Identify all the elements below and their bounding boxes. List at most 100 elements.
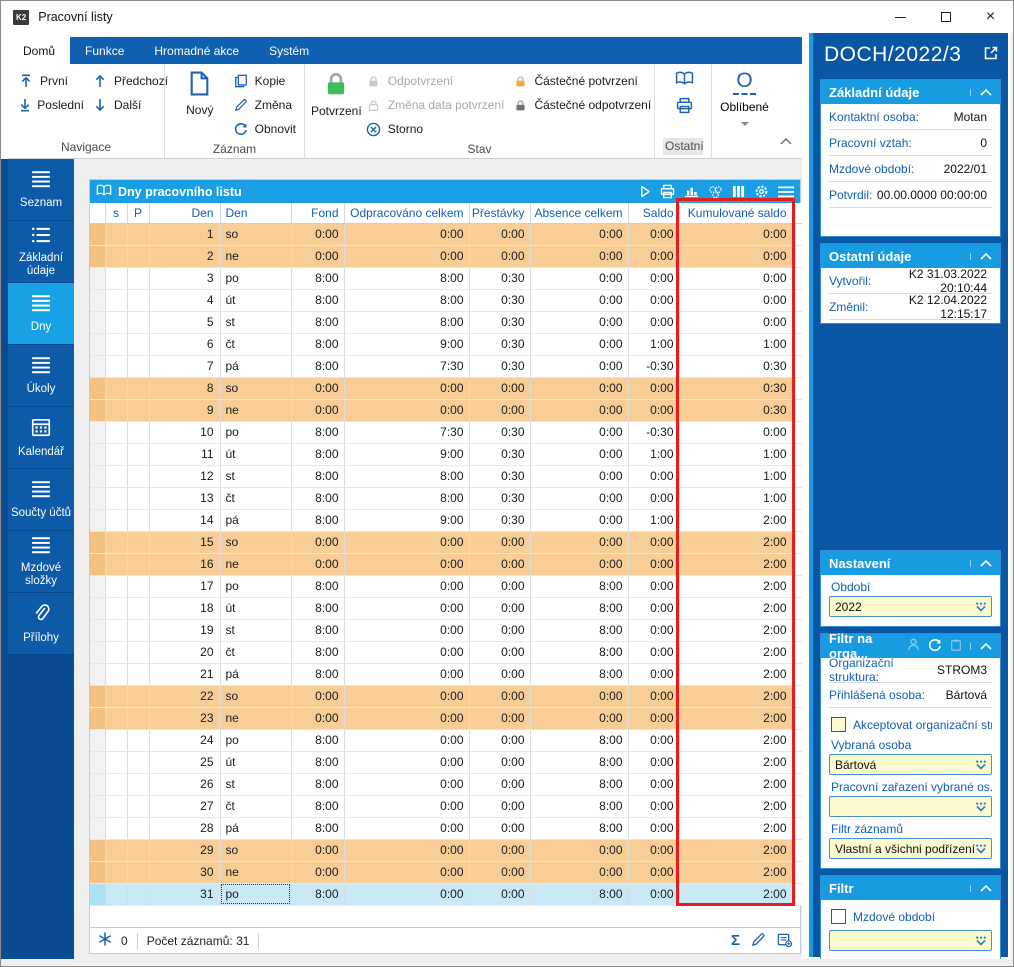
cell-kumulovane[interactable]: 2:00 [679, 795, 793, 818]
cell-marker[interactable] [90, 443, 106, 466]
sidebar-item-soucty-uctu[interactable]: Součty účtů [8, 469, 74, 531]
tab-system[interactable]: Systém [269, 43, 310, 58]
cell-day[interactable]: so [220, 531, 292, 554]
cell-s[interactable] [105, 773, 128, 796]
print-icon[interactable] [660, 184, 675, 199]
cell-day[interactable]: út [220, 597, 292, 620]
cell-p[interactable] [127, 267, 150, 290]
filtr-combobox[interactable] [829, 930, 992, 951]
cell-saldo[interactable]: 0:00 [628, 575, 680, 598]
cell-p[interactable] [127, 355, 150, 378]
section-header-zakladni-udaje[interactable]: Základní údaje [821, 80, 1000, 104]
cell-fond[interactable]: 8:00 [291, 575, 345, 598]
sidebar-item-mzdove-slozky[interactable]: Mzdové složky [8, 531, 74, 593]
cell-odpracovano[interactable]: 0:00 [344, 839, 470, 862]
cell-kumulovane[interactable]: 2:00 [679, 685, 793, 708]
cell-fond[interactable]: 8:00 [291, 883, 345, 906]
cell-saldo[interactable]: 0:00 [628, 685, 680, 708]
cell-den[interactable]: 30 [149, 861, 221, 884]
cell-absence[interactable]: 8:00 [530, 663, 629, 686]
previous-button[interactable]: Předchozí [88, 69, 172, 93]
cell-saldo[interactable]: 0:00 [628, 663, 680, 686]
cell-saldo[interactable]: 0:00 [628, 597, 680, 620]
cell-prestavky[interactable]: 0:00 [469, 597, 531, 620]
cell-absence[interactable]: 0:00 [530, 707, 629, 730]
cell-s[interactable] [105, 399, 128, 422]
mzdove-obdobi-checkbox[interactable] [831, 909, 846, 924]
cell-den[interactable]: 28 [149, 817, 221, 840]
table-row[interactable]: 9 ne 0:00 0:00 0:00 0:00 0:00 0:30 [90, 399, 802, 422]
cell-s[interactable] [105, 487, 128, 510]
pracovni-zarazeni-combobox[interactable] [829, 796, 992, 817]
cell-fond[interactable]: 8:00 [291, 509, 345, 532]
column-header-saldo-9[interactable]: Saldo [628, 203, 680, 224]
cell-absence[interactable]: 0:00 [530, 465, 629, 488]
table-row[interactable]: 15 so 0:00 0:00 0:00 0:00 0:00 2:00 [90, 531, 802, 554]
cell-saldo[interactable]: 0:00 [628, 267, 680, 290]
cell-kumulovane[interactable]: 1:00 [679, 333, 793, 356]
cell-p[interactable] [127, 597, 150, 620]
akceptovat-checkbox-row[interactable]: Akceptovat organizační str... [831, 717, 992, 732]
cell-fond[interactable]: 8:00 [291, 641, 345, 664]
cell-fond[interactable]: 8:00 [291, 817, 345, 840]
cell-fond[interactable]: 8:00 [291, 597, 345, 620]
cell-p[interactable] [127, 883, 150, 906]
cell-marker[interactable] [90, 355, 106, 378]
cell-s[interactable] [105, 377, 128, 400]
cell-absence[interactable]: 0:00 [530, 685, 629, 708]
cell-den[interactable]: 5 [149, 311, 221, 334]
cell-p[interactable] [127, 707, 150, 730]
cell-odpracovano[interactable]: 0:00 [344, 531, 470, 554]
cell-absence[interactable]: 8:00 [530, 641, 629, 664]
cell-odpracovano[interactable]: 0:00 [344, 377, 470, 400]
cell-marker[interactable] [90, 223, 106, 246]
cell-p[interactable] [127, 465, 150, 488]
cell-fond[interactable]: 8:00 [291, 487, 345, 510]
column-header-den-4[interactable]: Den [220, 203, 292, 224]
cell-kumulovane[interactable]: 0:30 [679, 355, 793, 378]
table-row[interactable]: 22 so 0:00 0:00 0:00 0:00 0:00 2:00 [90, 685, 802, 708]
cell-fond[interactable]: 8:00 [291, 773, 345, 796]
table-row[interactable]: 10 po 8:00 7:30 0:30 0:00 -0:30 0:00 [90, 421, 802, 444]
notes-icon[interactable] [777, 932, 793, 950]
cell-prestavky[interactable]: 0:00 [469, 531, 531, 554]
table-row[interactable]: 8 so 0:00 0:00 0:00 0:00 0:00 0:30 [90, 377, 802, 400]
cell-saldo[interactable]: 1:00 [628, 333, 680, 356]
cell-s[interactable] [105, 707, 128, 730]
cell-prestavky[interactable]: 0:30 [469, 509, 531, 532]
cell-odpracovano[interactable]: 0:00 [344, 729, 470, 752]
table-row[interactable]: 23 ne 0:00 0:00 0:00 0:00 0:00 2:00 [90, 707, 802, 730]
collapse-icon[interactable] [970, 252, 992, 260]
cell-fond[interactable]: 8:00 [291, 311, 345, 334]
cell-day[interactable]: út [220, 289, 292, 312]
cell-fond[interactable]: 8:00 [291, 421, 345, 444]
column-header-fond-5[interactable]: Fond [291, 203, 345, 224]
cell-den[interactable]: 13 [149, 487, 221, 510]
cell-absence[interactable]: 0:00 [530, 531, 629, 554]
cell-prestavky[interactable]: 0:00 [469, 663, 531, 686]
cell-marker[interactable] [90, 553, 106, 576]
cell-marker[interactable] [90, 795, 106, 818]
cell-kumulovane[interactable]: 0:30 [679, 377, 793, 400]
cell-p[interactable] [127, 509, 150, 532]
cell-prestavky[interactable]: 0:00 [469, 619, 531, 642]
cell-marker[interactable] [90, 267, 106, 290]
table-row[interactable]: 31 po 8:00 0:00 0:00 8:00 0:00 2:00 [90, 883, 802, 906]
cell-prestavky[interactable]: 0:00 [469, 399, 531, 422]
cell-den[interactable]: 17 [149, 575, 221, 598]
cell-p[interactable] [127, 619, 150, 642]
cell-odpracovano[interactable]: 0:00 [344, 245, 470, 268]
column-header-odpracovano-celkem-6[interactable]: Odpracováno celkem [344, 203, 470, 224]
column-header-marker[interactable] [90, 203, 106, 224]
cell-saldo[interactable]: 0:00 [628, 223, 680, 246]
cell-day[interactable]: po [220, 883, 292, 906]
cell-odpracovano[interactable]: 0:00 [344, 685, 470, 708]
cell-odpracovano[interactable]: 8:00 [344, 487, 470, 510]
cell-kumulovane[interactable]: 0:00 [679, 289, 793, 312]
cell-marker[interactable] [90, 377, 106, 400]
cell-kumulovane[interactable]: 2:00 [679, 861, 793, 884]
cell-odpracovano[interactable]: 0:00 [344, 861, 470, 884]
section-header-filtr-organizace[interactable]: Filtr na orga... [821, 631, 1000, 661]
cell-absence[interactable]: 0:00 [530, 399, 629, 422]
